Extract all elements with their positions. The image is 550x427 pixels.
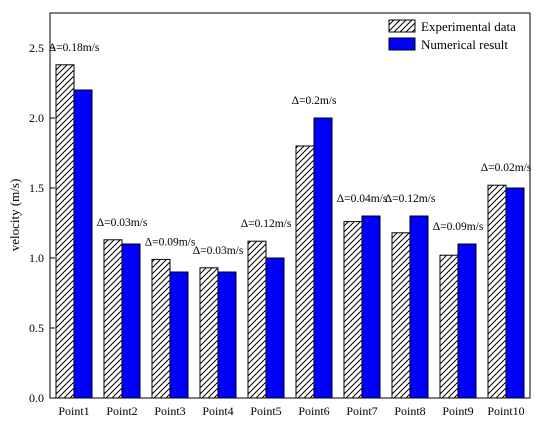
x-tick-label: Point9 (442, 404, 473, 418)
bar-experimental (295, 145, 315, 399)
bar-experimental (487, 184, 507, 399)
y-tick-label: 0.5 (29, 321, 44, 335)
bar-experimental (55, 64, 75, 399)
y-tick-label: 0.0 (29, 391, 44, 405)
delta-annotation: Δ=0.03m/s (193, 245, 244, 257)
legend: Experimental data Numerical result (388, 19, 516, 52)
y-tick-label: 1.0 (29, 251, 44, 265)
delta-annotation: Δ=0.12m/s (241, 218, 292, 230)
delta-annotation: Δ=0.12m/s (385, 193, 436, 205)
delta-annotation: Δ=0.09m/s (433, 221, 484, 233)
bar-experimental (199, 267, 219, 399)
bar-numerical (73, 89, 93, 399)
bar-numerical (457, 243, 477, 399)
bar-experimental (343, 221, 363, 399)
x-tick-label: Point7 (346, 404, 377, 418)
y-axis-title: velocity (m/s) (7, 179, 22, 252)
legend-label-experimental: Experimental data (421, 19, 516, 34)
x-tick-label: Point8 (394, 404, 425, 418)
x-tick-label: Point6 (298, 404, 329, 418)
x-tick-label: Point3 (154, 404, 185, 418)
bar-numerical (217, 271, 237, 399)
x-tick-label: Point4 (202, 404, 233, 418)
bar-numerical (505, 187, 525, 399)
y-tick-label: 1.5 (29, 181, 44, 195)
delta-annotation: Δ=0.2m/s (292, 95, 337, 107)
delta-annotation: Δ=0.04m/s (337, 193, 388, 205)
y-tick-label: 2.5 (29, 41, 44, 55)
x-tick-label: Point2 (106, 404, 137, 418)
delta-annotation: Δ=0.09m/s (145, 236, 196, 248)
delta-annotation: Δ=0.03m/s (97, 217, 148, 229)
bar-experimental (247, 240, 267, 399)
x-tick-label: Point10 (487, 404, 524, 418)
x-tick-label: Point5 (250, 404, 281, 418)
bar-experimental (391, 232, 411, 399)
y-tick-label: 2.0 (29, 111, 44, 125)
bar-numerical (265, 257, 285, 399)
legend-swatch-experimental (388, 19, 416, 33)
bar-numerical (121, 243, 141, 399)
x-tick-label: Point1 (58, 404, 89, 418)
plot-area: 0.0 0.5 1.0 1.5 2.0 2.5 Point1 Δ=0.18m/s Point2 Δ… (29, 41, 532, 418)
bar-numerical (409, 215, 429, 399)
plot-frame (49, 12, 531, 399)
legend-swatch-numerical (388, 37, 416, 51)
delta-annotation: Δ=0.18m/s (49, 42, 100, 54)
delta-annotation: Δ=0.02m/s (481, 162, 532, 174)
legend-label-numerical: Numerical result (421, 37, 508, 52)
bar-numerical (313, 117, 333, 399)
bar-numerical (361, 215, 381, 399)
bar-experimental (439, 254, 459, 399)
bar-experimental (151, 258, 171, 399)
bar-experimental (103, 239, 123, 399)
bar-numerical (169, 271, 189, 399)
